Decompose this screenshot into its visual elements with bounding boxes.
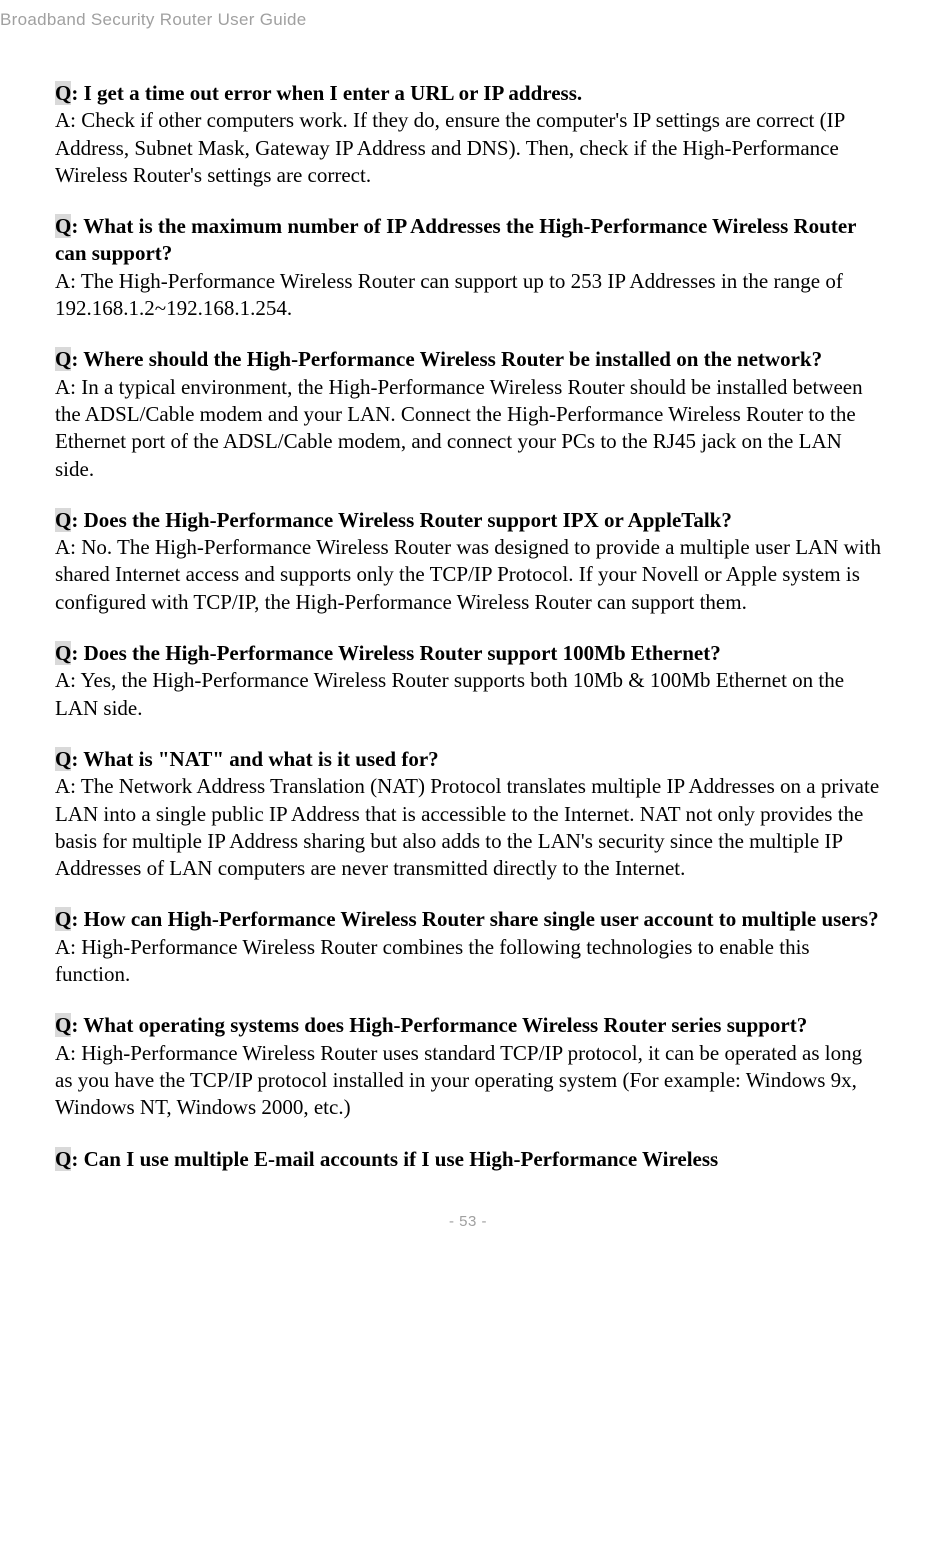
faq-item: Q: I get a time out error when I enter a…: [55, 80, 881, 189]
q-highlight: Q: [55, 1013, 71, 1037]
page-footer: - 53 -: [55, 1213, 881, 1230]
faq-question: : What is "NAT" and what is it used for?: [71, 747, 438, 771]
q-highlight: Q: [55, 907, 71, 931]
q-highlight: Q: [55, 641, 71, 665]
q-highlight: Q: [55, 508, 71, 532]
page-header: Broadband Security Router User Guide: [0, 10, 881, 30]
faq-answer: A: High-Performance Wireless Router uses…: [55, 1041, 862, 1120]
faq-answer: A: High-Performance Wireless Router comb…: [55, 935, 810, 986]
faq-answer: A: Check if other computers work. If the…: [55, 108, 845, 187]
faq-item: Q: Does the High-Performance Wireless Ro…: [55, 640, 881, 722]
faq-question: : Does the High-Performance Wireless Rou…: [71, 641, 720, 665]
q-highlight: Q: [55, 1147, 71, 1171]
faq-item: Q: What is "NAT" and what is it used for…: [55, 746, 881, 882]
faq-question: : Where should the High-Performance Wire…: [71, 347, 822, 371]
faq-answer: A: No. The High-Performance Wireless Rou…: [55, 535, 881, 614]
faq-question: : Does the High-Performance Wireless Rou…: [71, 508, 732, 532]
faq-item: Q: How can High-Performance Wireless Rou…: [55, 906, 881, 988]
faq-question: : What is the maximum number of IP Addre…: [55, 214, 856, 265]
faq-answer: A: The High-Performance Wireless Router …: [55, 269, 843, 320]
q-highlight: Q: [55, 747, 71, 771]
faq-answer: A: Yes, the High-Performance Wireless Ro…: [55, 668, 844, 719]
faq-answer: A: The Network Address Translation (NAT)…: [55, 774, 879, 880]
page-container: Broadband Security Router User Guide Q: …: [0, 0, 936, 1250]
faq-item: Q: What is the maximum number of IP Addr…: [55, 213, 881, 322]
faq-question: : What operating systems does High-Perfo…: [71, 1013, 807, 1037]
faq-item: Q: Does the High-Performance Wireless Ro…: [55, 507, 881, 616]
faq-item: Q: What operating systems does High-Perf…: [55, 1012, 881, 1121]
q-highlight: Q: [55, 214, 71, 238]
q-highlight: Q: [55, 347, 71, 371]
faq-question: : I get a time out error when I enter a …: [71, 81, 582, 105]
faq-item: Q: Can I use multiple E-mail accounts if…: [55, 1146, 881, 1173]
q-highlight: Q: [55, 81, 71, 105]
faq-question: : Can I use multiple E-mail accounts if …: [71, 1147, 718, 1171]
faq-question: : How can High-Performance Wireless Rout…: [71, 907, 878, 931]
faq-item: Q: Where should the High-Performance Wir…: [55, 346, 881, 482]
faq-answer: A: In a typical environment, the High-Pe…: [55, 375, 863, 481]
